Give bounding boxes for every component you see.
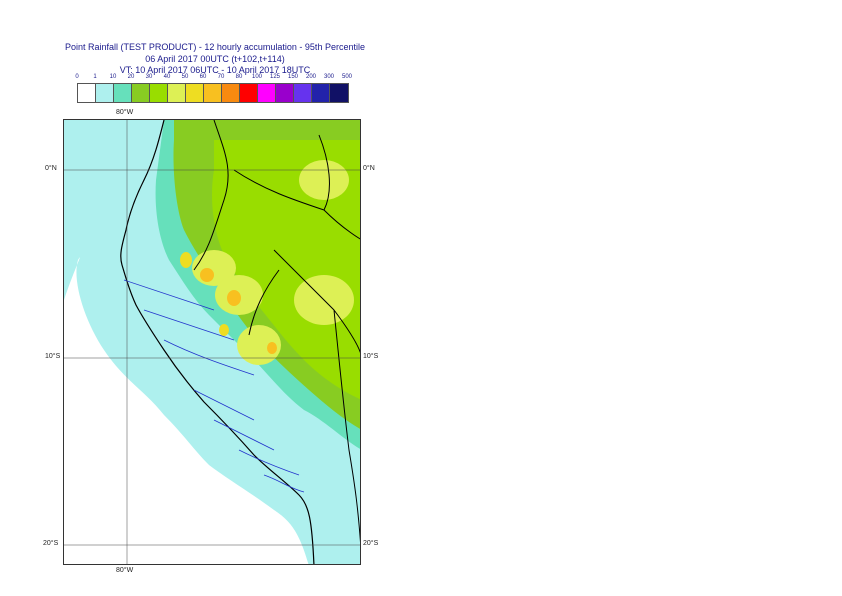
regional-borders xyxy=(123,279,305,493)
map-title-block: Point Rainfall (TEST PRODUCT) - 12 hourl… xyxy=(40,42,390,77)
rainfall-legend: 0 1 10 20 30 40 50 60 70 80 100 125 150 200 300 500 xyxy=(70,74,360,104)
legend-swatch xyxy=(168,84,186,102)
lat-label-20s-left: 20°S xyxy=(43,540,59,547)
legend-tick-label: 150 xyxy=(287,74,299,80)
orange-spot-5 xyxy=(267,342,277,354)
legend-tick-label: 20 xyxy=(127,74,135,80)
legend-swatch xyxy=(276,84,294,102)
legend-swatch xyxy=(294,84,312,102)
lat-label-0-right: 0°N xyxy=(363,165,375,172)
yellow-patch-3 xyxy=(237,325,281,365)
legend-tick-label: 100 xyxy=(251,74,263,80)
legend-swatch xyxy=(204,84,222,102)
legend-labels: 0 1 10 20 30 40 50 60 70 80 100 125 150 200 300 500 xyxy=(70,74,360,83)
legend-colorbar xyxy=(77,83,349,103)
coastline xyxy=(120,120,315,564)
legend-swatch xyxy=(114,84,132,102)
legend-swatch xyxy=(186,84,204,102)
yellow-patch-5 xyxy=(299,160,349,200)
legend-tick-label: 10 xyxy=(109,74,117,80)
legend-swatch xyxy=(330,84,348,102)
rainfall-map-svg xyxy=(64,120,360,564)
legend-tick-label: 200 xyxy=(305,74,317,80)
legend-tick-label: 80 xyxy=(235,74,243,80)
title-line-3: VT: 10 April 2017 06UTC - 10 April 2017 … xyxy=(119,65,311,75)
legend-tick-label: 60 xyxy=(199,74,207,80)
orange-spot-4 xyxy=(219,324,229,336)
legend-swatch xyxy=(150,84,168,102)
legend-swatch xyxy=(240,84,258,102)
legend-swatch xyxy=(96,84,114,102)
lat-label-0-left: 0°N xyxy=(45,165,57,172)
legend-swatch xyxy=(78,84,96,102)
orange-spot-2 xyxy=(200,268,214,282)
legend-tick-label: 125 xyxy=(269,74,281,80)
legend-swatch xyxy=(132,84,150,102)
legend-tick-label: 50 xyxy=(181,74,189,80)
legend-tick-label: 40 xyxy=(163,74,171,80)
legend-swatch xyxy=(222,84,240,102)
bottom-longitude-label: 80°W xyxy=(116,567,134,574)
title-line-2: 06 April 2017 00UTC (t+102,t+114) xyxy=(145,53,285,64)
bright-green-region xyxy=(212,140,360,400)
lat-label-10s-right: 10°S xyxy=(363,353,379,360)
legend-tick-label: 30 xyxy=(145,74,153,80)
legend-tick-label: 1 xyxy=(93,74,97,80)
lat-label-10s-left: 10°S xyxy=(45,353,61,360)
title-line-1: Point Rainfall (TEST PRODUCT) - 12 hourl… xyxy=(65,42,365,52)
legend-tick-label: 70 xyxy=(217,74,225,80)
legend-tick-label: 0 xyxy=(75,74,79,80)
rainfall-map xyxy=(63,119,361,565)
legend-swatch xyxy=(312,84,330,102)
lat-label-20s-right: 20°S xyxy=(363,540,379,547)
orange-spot-1 xyxy=(180,252,192,268)
legend-swatch xyxy=(258,84,276,102)
top-longitude-label: 80°W xyxy=(116,109,134,116)
national-border xyxy=(193,120,360,543)
legend-tick-label: 500 xyxy=(341,74,353,80)
orange-spot-3 xyxy=(227,290,241,306)
legend-tick-label: 300 xyxy=(323,74,335,80)
dry-ocean-area xyxy=(64,257,309,564)
